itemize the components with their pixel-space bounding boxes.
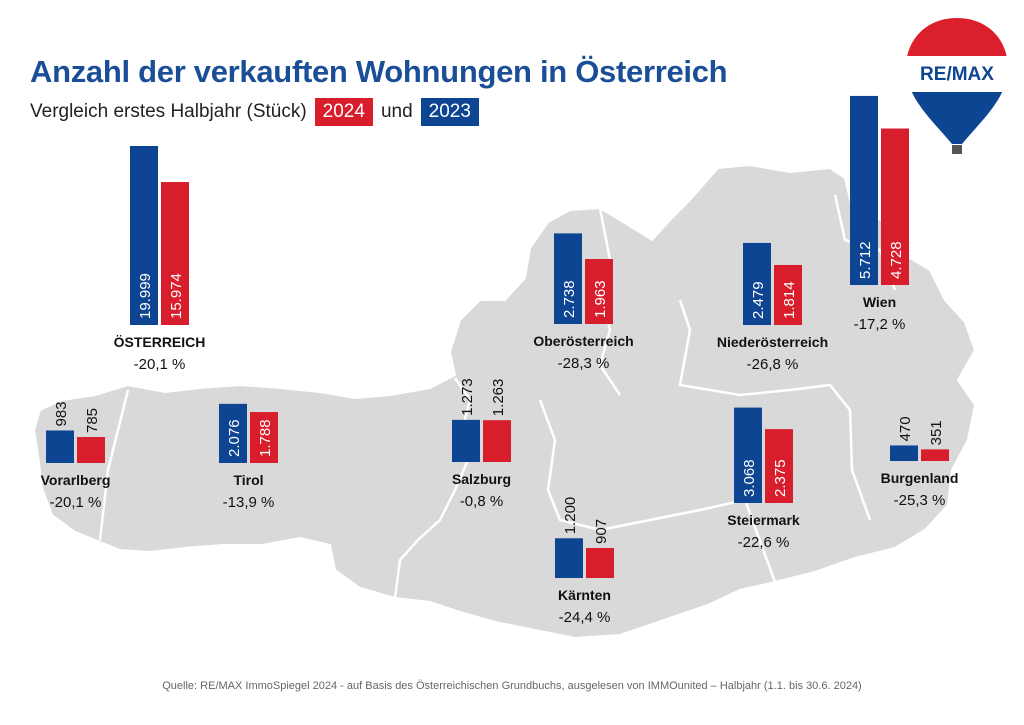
region-name-niederoesterreich: Niederösterreich: [717, 334, 828, 350]
region-change-salzburg: -0,8 %: [460, 493, 503, 510]
region-kaernten: 1.200 907 Kärnten -24,4 %: [555, 497, 614, 626]
bar-burgenland-2023: [890, 445, 918, 461]
value-label-vorarlberg-2023: 983: [53, 401, 70, 426]
value-label-salzburg-2024: 1.263: [490, 379, 507, 417]
value-label-oesterreich-2023: 19.999: [137, 273, 154, 319]
austria-map: [32, 163, 977, 640]
region-change-oesterreich: -20,1 %: [134, 356, 186, 373]
value-label-wien-2024: 4.728: [888, 241, 905, 279]
bar-vorarlberg-2023: [46, 430, 74, 463]
bar-burgenland-2024: [921, 449, 949, 461]
region-name-tirol: Tirol: [233, 472, 263, 488]
value-label-tirol-2023: 2.076: [226, 419, 243, 457]
bar-oberoesterreich-2024: [585, 259, 613, 324]
region-change-vorarlberg: -20,1 %: [50, 494, 102, 511]
bar-kaernten-2023: [555, 538, 583, 578]
bar-oesterreich-2024: [161, 182, 189, 325]
value-label-kaernten-2023: 1.200: [562, 497, 579, 535]
region-name-oberoesterreich: Oberösterreich: [533, 333, 633, 349]
bar-niederoesterreich-2024: [774, 264, 802, 325]
value-label-oberoesterreich-2024: 1.963: [592, 280, 609, 318]
value-label-vorarlberg-2024: 785: [84, 408, 101, 433]
region-oberoesterreich: 2.738 1.963 Oberösterreich -28,3 %: [533, 233, 634, 372]
region-vorarlberg: 983 785 Vorarlberg -20,1 %: [41, 401, 111, 511]
value-label-niederoesterreich-2024: 1.814: [781, 281, 798, 319]
legend-connector: und: [380, 101, 413, 122]
legend-2023: 2023: [420, 98, 479, 126]
region-name-steiermark: Steiermark: [727, 512, 800, 528]
bar-steiermark-2023: [734, 407, 762, 503]
region-wien: 5.712 4.728 Wien -17,2 %: [850, 95, 909, 333]
value-label-steiermark-2023: 3.068: [741, 459, 758, 497]
value-label-kaernten-2024: 907: [593, 519, 610, 544]
bar-wien-2024: [881, 128, 909, 285]
region-change-tirol: -13,9 %: [223, 494, 275, 511]
bar-wien-2023: [850, 95, 878, 285]
subtitle-text: Vergleich erstes Halbjahr (Stück): [30, 101, 307, 122]
bar-niederoesterreich-2023: [743, 242, 771, 325]
region-change-steiermark: -22,6 %: [738, 534, 790, 551]
bar-kaernten-2024: [586, 547, 614, 578]
region-name-vorarlberg: Vorarlberg: [41, 472, 111, 488]
bar-salzburg-2023: [452, 419, 480, 462]
region-tirol: 2.076 1.788 Tirol -13,9 %: [219, 403, 278, 511]
region-change-kaernten: -24,4 %: [559, 609, 611, 626]
region-bars: 19.999 15.974 ÖSTERREICH -20,1 % 983 785 Vorar…: [41, 95, 959, 626]
region-burgenland: 470 351 Burgenland -25,3 %: [881, 416, 959, 509]
region-oesterreich: 19.999 15.974 ÖSTERREICH -20,1 %: [114, 146, 206, 373]
region-change-oberoesterreich: -28,3 %: [558, 355, 610, 372]
value-label-wien-2023: 5.712: [857, 241, 874, 279]
region-name-oesterreich: ÖSTERREICH: [114, 334, 206, 350]
value-label-steiermark-2024: 2.375: [772, 459, 789, 497]
bar-oberoesterreich-2023: [554, 233, 582, 324]
region-name-kaernten: Kärnten: [558, 587, 611, 603]
region-change-niederoesterreich: -26,8 %: [747, 356, 799, 373]
region-salzburg: 1.273 1.263 Salzburg -0,8 %: [452, 378, 511, 510]
remax-balloon-logo: RE/MAX: [906, 18, 1008, 154]
bar-steiermark-2024: [765, 429, 793, 503]
region-name-salzburg: Salzburg: [452, 471, 511, 487]
bar-tirol-2024: [250, 412, 278, 463]
value-label-tirol-2024: 1.788: [257, 419, 274, 457]
value-label-oesterreich-2024: 15.974: [168, 273, 185, 319]
logo-text: RE/MAX: [920, 64, 994, 85]
legend-2024: 2024: [314, 98, 373, 126]
chart-subtitle: Vergleich erstes Halbjahr (Stück) 2024 u…: [30, 98, 479, 126]
region-change-wien: -17,2 %: [854, 316, 906, 333]
region-change-burgenland: -25,3 %: [894, 492, 946, 509]
value-label-niederoesterreich-2023: 2.479: [750, 281, 767, 319]
value-label-burgenland-2024: 351: [928, 420, 945, 445]
region-name-wien: Wien: [863, 294, 896, 310]
bar-vorarlberg-2024: [77, 437, 105, 463]
bar-tirol-2023: [219, 403, 247, 463]
value-label-oberoesterreich-2023: 2.738: [561, 280, 578, 318]
region-name-burgenland: Burgenland: [881, 470, 959, 486]
region-steiermark: 3.068 2.375 Steiermark -22,6 %: [727, 407, 800, 551]
region-niederoesterreich: 2.479 1.814 Niederösterreich -26,8 %: [717, 242, 828, 373]
bar-salzburg-2024: [483, 420, 511, 462]
source-note: Quelle: RE/MAX ImmoSpiegel 2024 - auf Ba…: [162, 680, 862, 692]
value-label-burgenland-2023: 470: [897, 416, 914, 441]
bar-oesterreich-2023: [130, 146, 158, 325]
value-label-salzburg-2023: 1.273: [459, 378, 476, 416]
chart-title: Anzahl der verkauften Wohnungen in Öster…: [30, 54, 728, 89]
